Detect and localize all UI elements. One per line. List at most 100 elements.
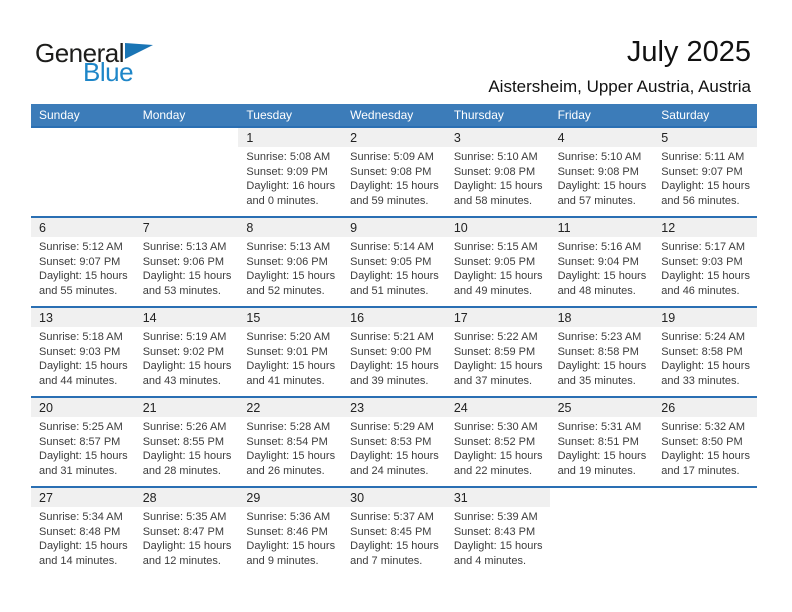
detail-line: Sunset: 8:47 PM xyxy=(142,525,225,538)
detail-line: Daylight: 15 hours xyxy=(661,180,750,193)
day-number: 25 xyxy=(549,398,654,417)
detail-line: Sunrise: 5:14 AM xyxy=(350,241,434,253)
day-details: Sunrise: 5:26 AM Sunset: 8:55 PM Daylight:… xyxy=(135,417,239,478)
day-cell-empty xyxy=(135,128,239,216)
detail-line: Daylight: 15 hours xyxy=(39,360,128,373)
detail-line: Sunset: 9:08 PM xyxy=(557,165,639,178)
general-blue-logo: General Blue xyxy=(35,40,153,85)
day-number: 22 xyxy=(238,398,343,417)
detail-line: Sunset: 8:46 PM xyxy=(246,525,328,538)
day-cell-12: 12 Sunrise: 5:17 AM Sunset: 9:03 PM Dayligh… xyxy=(653,218,757,306)
detail-line: Daylight: 15 hours xyxy=(557,360,647,373)
day-number: 2 xyxy=(342,128,446,147)
day-number: 23 xyxy=(342,398,446,417)
day-cell-22: 22 Sunrise: 5:28 AM Sunset: 8:54 PM Dayligh… xyxy=(238,398,343,486)
logo-text-general: General xyxy=(35,38,125,68)
detail-line: Sunset: 8:52 PM xyxy=(453,435,536,448)
day-number: 31 xyxy=(445,488,550,507)
weekday-header-thursday: Thursday xyxy=(453,108,504,122)
logo-text-blue: Blue xyxy=(83,57,134,87)
detail-line: Sunrise: 5:09 AM xyxy=(350,151,434,163)
day-details: Sunrise: 5:29 AM Sunset: 8:53 PM Daylight:… xyxy=(342,417,446,478)
week-row-5: 27 Sunrise: 5:34 AM Sunset: 8:48 PM Dayligh… xyxy=(31,486,757,576)
day-cell-14: 14 Sunrise: 5:19 AM Sunset: 9:02 PM Dayligh… xyxy=(134,308,239,396)
detail-line: Sunset: 8:54 PM xyxy=(246,435,328,448)
detail-line: Sunrise: 5:15 AM xyxy=(453,241,538,253)
detail-line: Sunrise: 5:28 AM xyxy=(246,421,331,433)
detail-line: Sunset: 9:01 PM xyxy=(246,345,328,358)
detail-line: Daylight: 15 hours xyxy=(246,270,336,283)
detail-line: Sunrise: 5:21 AM xyxy=(350,331,434,343)
detail-line: and 58 minutes. xyxy=(453,194,533,207)
detail-line: and 22 minutes. xyxy=(453,464,533,477)
detail-line: Daylight: 15 hours xyxy=(453,450,543,463)
day-details: Sunrise: 5:10 AM Sunset: 9:08 PM Daylight:… xyxy=(550,147,654,208)
detail-line: and 12 minutes. xyxy=(142,554,221,567)
detail-line: Daylight: 15 hours xyxy=(142,270,232,283)
day-details: Sunrise: 5:17 AM Sunset: 9:03 PM Daylight:… xyxy=(653,237,757,298)
detail-line: and 41 minutes. xyxy=(246,374,325,387)
day-number: 3 xyxy=(445,128,550,147)
day-number: 21 xyxy=(134,398,239,417)
detail-line: Sunrise: 5:20 AM xyxy=(246,331,331,343)
detail-line: Sunset: 9:09 PM xyxy=(246,165,328,178)
detail-line: Sunrise: 5:29 AM xyxy=(350,421,434,433)
weekday-header-wednesday: Wednesday xyxy=(350,108,414,122)
detail-line: Daylight: 15 hours xyxy=(39,270,128,283)
day-cell-29: 29 Sunrise: 5:36 AM Sunset: 8:46 PM Dayligh… xyxy=(238,488,343,576)
detail-line: Sunrise: 5:10 AM xyxy=(557,151,642,163)
day-details: Sunrise: 5:35 AM Sunset: 8:47 PM Daylight:… xyxy=(135,507,239,568)
detail-line: and 28 minutes. xyxy=(142,464,221,477)
day-details: Sunrise: 5:12 AM Sunset: 9:07 PM Daylight:… xyxy=(31,237,135,298)
detail-line: and 51 minutes. xyxy=(350,284,429,297)
detail-line: Sunrise: 5:13 AM xyxy=(246,241,331,253)
detail-line: Daylight: 15 hours xyxy=(350,270,439,283)
detail-line: Sunrise: 5:11 AM xyxy=(661,151,745,163)
detail-line: Sunset: 8:53 PM xyxy=(350,435,432,448)
detail-line: Daylight: 15 hours xyxy=(350,540,439,553)
day-details: Sunrise: 5:28 AM Sunset: 8:54 PM Daylight:… xyxy=(238,417,342,478)
day-details: Sunrise: 5:36 AM Sunset: 8:46 PM Daylight:… xyxy=(238,507,342,568)
detail-line: Daylight: 15 hours xyxy=(557,450,647,463)
detail-line: Sunrise: 5:26 AM xyxy=(142,421,227,433)
detail-line: Sunset: 9:04 PM xyxy=(557,255,639,268)
location-subtitle: Aistersheim, Upper Austria, Austria xyxy=(488,77,751,96)
detail-line: and 7 minutes. xyxy=(350,554,423,567)
week-row-3: 13 Sunrise: 5:18 AM Sunset: 9:03 PM Dayligh… xyxy=(31,306,757,396)
day-details: Sunrise: 5:22 AM Sunset: 8:59 PM Daylight:… xyxy=(446,327,550,388)
day-cell-26: 26 Sunrise: 5:32 AM Sunset: 8:50 PM Dayligh… xyxy=(653,398,757,486)
detail-line: Daylight: 16 hours xyxy=(246,180,336,193)
day-number: 6 xyxy=(31,218,135,237)
logo-triangle-icon xyxy=(125,43,153,59)
detail-line: Sunrise: 5:10 AM xyxy=(453,151,538,163)
detail-line: Sunrise: 5:25 AM xyxy=(39,421,123,433)
day-details: Sunrise: 5:08 AM Sunset: 9:09 PM Daylight:… xyxy=(238,147,342,208)
detail-line: Sunset: 8:57 PM xyxy=(39,435,121,448)
detail-line: Daylight: 15 hours xyxy=(453,180,543,193)
day-number: 24 xyxy=(445,398,550,417)
day-cell-empty xyxy=(31,128,135,216)
detail-line: Sunrise: 5:37 AM xyxy=(350,511,434,523)
day-details: Sunrise: 5:15 AM Sunset: 9:05 PM Daylight:… xyxy=(446,237,550,298)
detail-line: and 31 minutes. xyxy=(39,464,118,477)
day-details: Sunrise: 5:34 AM Sunset: 8:48 PM Daylight:… xyxy=(31,507,135,568)
detail-line: Sunset: 8:45 PM xyxy=(350,525,432,538)
day-number: 9 xyxy=(342,218,446,237)
detail-line: Sunset: 8:50 PM xyxy=(661,435,743,448)
day-cell-3: 3 Sunrise: 5:10 AM Sunset: 9:08 PM Daylight… xyxy=(445,128,550,216)
detail-line: Sunset: 9:08 PM xyxy=(453,165,536,178)
day-details: Sunrise: 5:24 AM Sunset: 8:58 PM Daylight:… xyxy=(653,327,757,388)
detail-line: Sunrise: 5:30 AM xyxy=(453,421,538,433)
day-number: 27 xyxy=(31,488,135,507)
day-number: 20 xyxy=(31,398,135,417)
day-cell-7: 7 Sunrise: 5:13 AM Sunset: 9:06 PM Daylight… xyxy=(134,218,239,306)
day-cell-10: 10 Sunrise: 5:15 AM Sunset: 9:05 PM Dayligh… xyxy=(445,218,550,306)
detail-line: and 17 minutes. xyxy=(661,464,740,477)
day-details: Sunrise: 5:16 AM Sunset: 9:04 PM Daylight:… xyxy=(550,237,654,298)
detail-line: Daylight: 15 hours xyxy=(661,360,750,373)
detail-line: Sunrise: 5:35 AM xyxy=(142,511,227,523)
detail-line: Sunset: 8:55 PM xyxy=(142,435,225,448)
day-details: Sunrise: 5:20 AM Sunset: 9:01 PM Daylight:… xyxy=(238,327,342,388)
day-details: Sunrise: 5:32 AM Sunset: 8:50 PM Daylight:… xyxy=(653,417,757,478)
day-details: Sunrise: 5:19 AM Sunset: 9:02 PM Daylight:… xyxy=(135,327,239,388)
